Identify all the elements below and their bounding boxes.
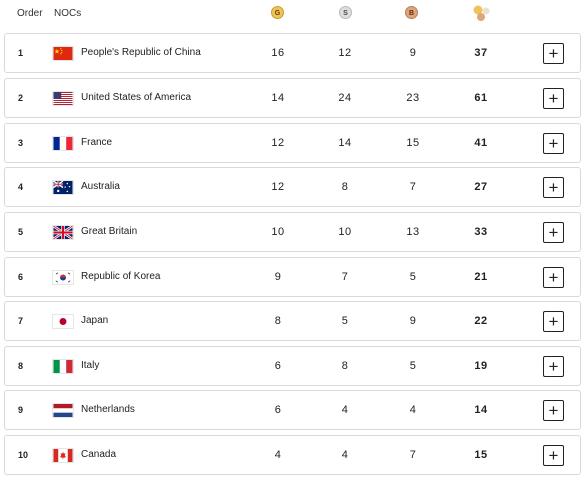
silver-count: 10	[338, 226, 352, 238]
gold-count: 12	[271, 181, 285, 193]
silver-count: 5	[341, 315, 349, 327]
bronze-medal-icon: B	[405, 6, 418, 19]
gold-medal-icon: G	[271, 6, 284, 19]
table-row: 1 People's Republic of China 16 12 9 37 …	[4, 33, 581, 73]
order-column-header: Order	[17, 8, 43, 19]
total-count: 61	[474, 92, 488, 104]
silver-medal-icon: S	[339, 6, 352, 19]
expand-row-button[interactable]: +	[543, 400, 564, 421]
gold-count: 14	[271, 92, 285, 104]
table-row: 6 Republic of Korea 9 7 5 21 +	[4, 257, 581, 297]
total-count: 19	[474, 360, 488, 372]
noc-name: United States of America	[81, 92, 192, 103]
expand-row-button[interactable]: +	[543, 311, 564, 332]
expand-row-button[interactable]: +	[543, 267, 564, 288]
total-count: 27	[474, 181, 488, 193]
gold-count: 6	[274, 404, 282, 416]
noc-name: Republic of Korea	[81, 271, 161, 282]
bronze-count: 23	[406, 92, 420, 104]
noc-name: People's Republic of China	[81, 47, 201, 58]
bronze-count: 13	[406, 226, 420, 238]
usa-flag-icon	[52, 91, 74, 106]
table-header: Order NOCs G S B	[0, 0, 585, 30]
table-row: 4 Australia 12 8 7 27 +	[4, 167, 581, 207]
canada-flag-icon	[52, 448, 74, 463]
total-count: 14	[474, 404, 488, 416]
noc-name: France	[81, 137, 113, 148]
total-count: 33	[474, 226, 488, 238]
order-cell: 4	[18, 182, 24, 192]
nocs-column-header: NOCs	[54, 8, 82, 19]
gold-count: 10	[271, 226, 285, 238]
silver-count: 8	[341, 181, 349, 193]
silver-count: 4	[341, 404, 349, 416]
gold-count: 8	[274, 315, 282, 327]
silver-count: 7	[341, 271, 349, 283]
silver-count: 14	[338, 137, 352, 149]
gold-count: 16	[271, 47, 285, 59]
expand-row-button[interactable]: +	[543, 43, 564, 64]
silver-count: 24	[338, 92, 352, 104]
total-count: 22	[474, 315, 488, 327]
expand-row-button[interactable]: +	[543, 177, 564, 198]
silver-count: 8	[341, 360, 349, 372]
order-cell: 3	[18, 138, 24, 148]
gold-count: 9	[274, 271, 282, 283]
china-flag-icon	[52, 46, 74, 61]
total-count: 15	[474, 449, 488, 461]
order-cell: 10	[18, 450, 29, 460]
silver-count: 4	[341, 449, 349, 461]
gold-count: 12	[271, 137, 285, 149]
bronze-count: 9	[409, 315, 417, 327]
gold-count: 4	[274, 449, 282, 461]
order-cell: 8	[18, 361, 24, 371]
table-row: 3 France 12 14 15 41 +	[4, 123, 581, 163]
bronze-count: 5	[409, 360, 417, 372]
table-row: 7 Japan 8 5 9 22 +	[4, 301, 581, 341]
table-row: 10 Canada 4 4 7 15 +	[4, 435, 581, 475]
expand-row-button[interactable]: +	[543, 222, 564, 243]
korea-flag-icon	[52, 270, 74, 285]
order-cell: 9	[18, 405, 24, 415]
gold-count: 6	[274, 360, 282, 372]
table-row: 9 Netherlands 6 4 4 14 +	[4, 390, 581, 430]
noc-name: Japan	[81, 315, 109, 326]
japan-flag-icon	[52, 314, 74, 329]
expand-row-button[interactable]: +	[543, 445, 564, 466]
noc-name: Great Britain	[81, 226, 138, 237]
great-britain-flag-icon	[52, 225, 74, 240]
bronze-count: 15	[406, 137, 420, 149]
noc-name: Italy	[81, 360, 100, 371]
order-cell: 7	[18, 316, 24, 326]
expand-row-button[interactable]: +	[543, 88, 564, 109]
table-row: 5 Great Britain 10 10 13 33 +	[4, 212, 581, 252]
netherlands-flag-icon	[52, 403, 74, 418]
noc-name: Canada	[81, 449, 117, 460]
order-cell: 6	[18, 272, 24, 282]
total-count: 41	[474, 137, 488, 149]
australia-flag-icon	[52, 180, 74, 195]
noc-name: Australia	[81, 181, 120, 192]
total-count: 37	[474, 47, 488, 59]
bronze-count: 5	[409, 271, 417, 283]
noc-name: Netherlands	[81, 404, 135, 415]
bronze-count: 7	[409, 449, 417, 461]
total-medals-icon	[473, 5, 490, 21]
silver-count: 12	[338, 47, 352, 59]
bronze-count: 4	[409, 404, 417, 416]
order-cell: 5	[18, 227, 24, 237]
bronze-count: 7	[409, 181, 417, 193]
table-row: 2 United States of America 14 24 23 61 +	[4, 78, 581, 118]
table-row: 8 Italy 6 8 5 19 +	[4, 346, 581, 386]
expand-row-button[interactable]: +	[543, 133, 564, 154]
italy-flag-icon	[52, 359, 74, 374]
total-count: 21	[474, 271, 488, 283]
france-flag-icon	[52, 136, 74, 151]
order-cell: 1	[18, 48, 24, 58]
order-cell: 2	[18, 93, 24, 103]
bronze-count: 9	[409, 47, 417, 59]
expand-row-button[interactable]: +	[543, 356, 564, 377]
